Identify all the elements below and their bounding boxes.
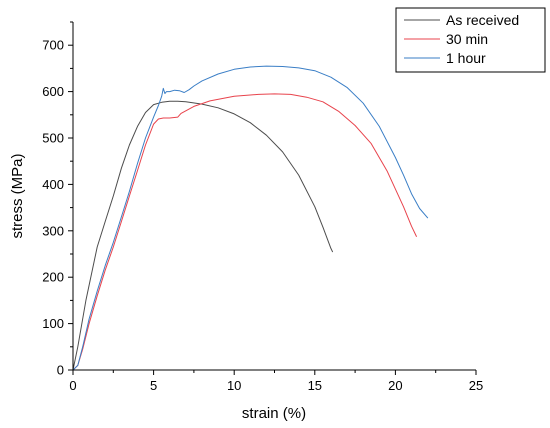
legend: As received 30 min 1 hour bbox=[395, 7, 546, 73]
x-tick-label: 25 bbox=[469, 378, 483, 393]
y-tick-label: 300 bbox=[42, 223, 64, 238]
plot-area: 0 5 10 15 20 25 0 100 200 300 400 500 600 700 bbox=[42, 21, 483, 393]
legend-box bbox=[395, 7, 546, 73]
y-tick-label: 0 bbox=[57, 363, 64, 378]
y-tick-label: 100 bbox=[42, 316, 64, 331]
y-ticks: 0 100 200 300 400 500 600 700 bbox=[42, 21, 73, 378]
x-tick-label: 15 bbox=[308, 378, 322, 393]
x-tick-label: 10 bbox=[227, 378, 241, 393]
y-tick-label: 600 bbox=[42, 84, 64, 99]
x-tick-label: 20 bbox=[388, 378, 402, 393]
legend-items: As received 30 min 1 hour bbox=[404, 12, 519, 66]
y-tick-label: 500 bbox=[42, 131, 64, 146]
series-line-30-min bbox=[72, 93, 417, 371]
y-tick-label: 200 bbox=[42, 270, 64, 285]
x-ticks: 0 5 10 15 20 25 bbox=[69, 370, 483, 393]
legend-label-1-hour: 1 hour bbox=[446, 50, 486, 66]
x-tick-label: 0 bbox=[69, 378, 76, 393]
x-axis-title: strain (%) bbox=[242, 405, 306, 422]
y-tick-label: 700 bbox=[42, 38, 64, 53]
series-line-1-hour bbox=[72, 65, 429, 371]
y-axis-title: stress (MPa) bbox=[9, 153, 26, 238]
legend-label-as-received: As received bbox=[446, 12, 519, 28]
legend-label-30-min: 30 min bbox=[446, 31, 488, 47]
x-tick-label: 5 bbox=[150, 378, 157, 393]
y-tick-label: 400 bbox=[42, 177, 64, 192]
series-line-as-received bbox=[72, 100, 333, 371]
series-layer bbox=[72, 65, 429, 371]
